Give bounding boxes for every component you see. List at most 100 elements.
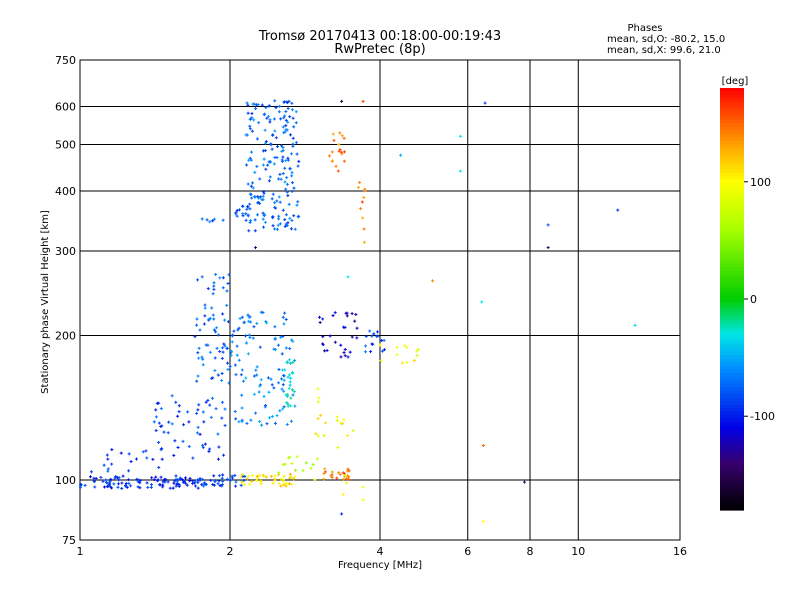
data-point: [284, 484, 288, 488]
colorbar-segment: [720, 119, 744, 124]
colorbar-segment: [720, 137, 744, 142]
colorbar-segment: [720, 302, 744, 307]
data-point: [243, 475, 247, 479]
colorbar-segment: [720, 130, 744, 135]
data-point: [230, 340, 234, 344]
data-point: [288, 476, 292, 480]
data-point: [181, 478, 185, 482]
data-point: [341, 471, 345, 475]
data-point: [361, 99, 365, 103]
data-point: [222, 453, 226, 457]
data-point: [221, 473, 225, 477]
data-point: [279, 477, 283, 481]
data-point: [264, 320, 268, 324]
data-point: [287, 373, 291, 377]
data-point: [249, 117, 253, 121]
data-point: [331, 159, 335, 163]
colorbar-segment: [720, 144, 744, 149]
data-point: [295, 152, 299, 156]
data-point: [262, 474, 266, 478]
y-axis-label: Stationary phase Virtual Height [km]: [40, 210, 51, 394]
colorbar-segment: [720, 182, 744, 188]
data-point: [363, 187, 367, 191]
data-point: [286, 194, 290, 198]
data-point: [108, 479, 112, 483]
data-point: [353, 319, 357, 323]
data-point: [400, 361, 404, 365]
data-point: [226, 367, 230, 371]
data-point: [248, 207, 252, 211]
colorbar-segment: [720, 460, 744, 465]
data-point: [270, 147, 274, 151]
data-point: [240, 472, 244, 476]
data-point: [342, 351, 346, 355]
data-point: [211, 482, 215, 486]
data-point: [259, 482, 263, 486]
data-point: [174, 474, 178, 478]
data-point: [202, 420, 206, 424]
data-point: [290, 181, 294, 185]
data-point: [263, 128, 267, 132]
data-point: [283, 462, 287, 466]
data-point: [106, 484, 110, 488]
colorbar-segment: [720, 249, 744, 254]
chart-title-line1: Tromsø 20170413 00:18:00-00:19:43: [258, 29, 501, 44]
colorbar-segment: [720, 495, 744, 501]
data-point: [230, 474, 234, 478]
data-point: [287, 202, 291, 206]
data-point: [222, 342, 226, 346]
data-point: [157, 421, 161, 425]
data-point: [237, 326, 241, 330]
data-point: [282, 389, 286, 393]
data-point: [234, 417, 238, 421]
data-point: [181, 480, 185, 484]
data-point: [259, 310, 263, 314]
data-point: [166, 431, 170, 435]
data-point: [109, 477, 113, 481]
colorbar-segment: [720, 228, 744, 233]
data-point: [340, 150, 344, 154]
data-point: [120, 481, 124, 485]
data-point: [245, 101, 249, 105]
colorbar-segment: [720, 147, 744, 152]
data-point: [263, 220, 267, 224]
data-point: [288, 358, 292, 362]
data-point: [249, 184, 253, 188]
data-point: [481, 519, 485, 523]
data-point: [251, 181, 255, 185]
data-point: [198, 328, 202, 332]
data-point: [256, 103, 260, 107]
data-point: [253, 170, 257, 174]
data-point: [338, 148, 342, 152]
data-point: [201, 477, 205, 481]
data-point: [225, 477, 229, 481]
data-point: [269, 160, 273, 164]
data-point: [321, 343, 325, 347]
colorbar-segment: [720, 432, 744, 437]
data-point: [136, 485, 140, 489]
data-point: [281, 483, 285, 487]
data-point: [154, 408, 158, 412]
data-point: [289, 419, 293, 423]
data-point: [290, 189, 294, 193]
data-point: [193, 335, 197, 339]
colorbar-segment: [720, 355, 744, 360]
data-point: [202, 482, 206, 486]
data-point: [240, 368, 244, 372]
data-point: [233, 409, 237, 413]
data-point: [212, 281, 216, 285]
data-point: [246, 214, 250, 218]
data-point: [278, 172, 282, 176]
colorbar-segment: [720, 270, 744, 275]
data-point: [209, 478, 213, 482]
data-point: [286, 375, 290, 379]
colorbar-segment: [720, 158, 744, 163]
data-point: [196, 374, 200, 378]
data-point: [293, 358, 297, 362]
data-point: [190, 481, 194, 485]
data-point: [116, 476, 120, 480]
data-point: [221, 346, 225, 350]
data-point: [210, 376, 214, 380]
data-point: [277, 381, 281, 385]
data-point: [289, 227, 293, 231]
